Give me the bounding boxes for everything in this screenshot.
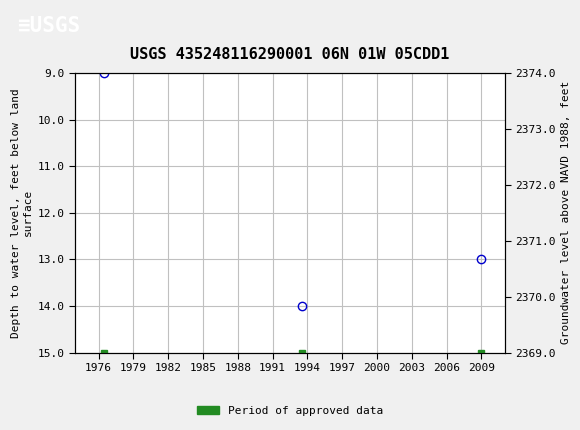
Text: ≡USGS: ≡USGS xyxy=(17,16,81,36)
Y-axis label: Depth to water level, feet below land
surface: Depth to water level, feet below land su… xyxy=(11,88,32,338)
Legend: Period of approved data: Period of approved data xyxy=(193,401,387,420)
Text: USGS 435248116290001 06N 01W 05CDD1: USGS 435248116290001 06N 01W 05CDD1 xyxy=(130,47,450,62)
Y-axis label: Groundwater level above NAVD 1988, feet: Groundwater level above NAVD 1988, feet xyxy=(561,81,571,344)
